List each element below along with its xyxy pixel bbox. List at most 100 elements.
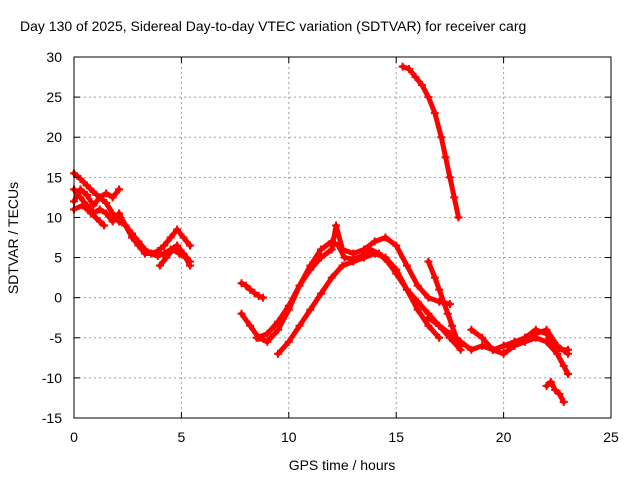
data-point — [274, 349, 283, 358]
data-point — [424, 313, 433, 322]
data-point — [89, 187, 98, 196]
data-point — [127, 233, 136, 242]
data-point — [542, 381, 551, 390]
y-axis-label: SDTVAR / TECUs — [5, 182, 21, 294]
data-point — [430, 273, 439, 282]
data-point — [450, 193, 459, 202]
data-point — [413, 281, 422, 290]
data-point — [564, 349, 573, 358]
data-point — [467, 345, 476, 354]
data-point — [153, 251, 162, 260]
y-tick-label: -5 — [50, 330, 63, 346]
data-point — [443, 309, 452, 318]
data-point — [417, 81, 426, 90]
data-point — [263, 337, 272, 346]
data-point — [246, 321, 255, 330]
data-point — [398, 62, 407, 71]
data-point — [439, 297, 448, 306]
data-point — [435, 321, 444, 330]
data-point — [521, 337, 530, 346]
data-point — [338, 245, 347, 254]
x-tick-label: 20 — [496, 429, 512, 445]
x-tick-label: 0 — [70, 429, 78, 445]
data-point — [82, 190, 91, 199]
data-point — [252, 333, 261, 342]
data-point — [411, 73, 420, 82]
data-point — [115, 185, 124, 194]
data-point — [546, 377, 555, 386]
data-point — [402, 261, 411, 270]
data-point — [405, 65, 414, 74]
data-point — [338, 261, 347, 270]
data-point — [76, 193, 85, 202]
data-point — [564, 369, 573, 378]
data-point — [437, 133, 446, 142]
series-line-arc-10 — [400, 64, 461, 220]
x-tick-label: 5 — [178, 429, 186, 445]
data-point — [284, 337, 293, 346]
data-point — [317, 289, 326, 298]
x-tick-label: 10 — [281, 429, 297, 445]
y-tick-label: 25 — [46, 89, 62, 105]
data-point — [430, 109, 439, 118]
y-tick-label: 5 — [54, 250, 62, 266]
data-point — [542, 325, 551, 334]
y-tick-label: -10 — [42, 370, 62, 386]
data-point — [553, 341, 562, 350]
data-point — [274, 325, 283, 334]
data-point — [241, 281, 250, 290]
data-point — [306, 265, 315, 274]
data-point — [317, 253, 326, 262]
data-point — [478, 333, 487, 342]
data-point — [542, 337, 551, 346]
data-point — [306, 305, 315, 314]
data-point — [555, 389, 564, 398]
data-point — [175, 249, 184, 258]
data-point — [95, 217, 104, 226]
data-point — [317, 245, 326, 254]
y-tick-label: 15 — [46, 169, 62, 185]
x-tick-label: 15 — [388, 429, 404, 445]
data-point — [499, 341, 508, 350]
data-point — [95, 205, 104, 214]
data-point — [478, 341, 487, 350]
data-point — [551, 385, 560, 394]
data-point — [424, 93, 433, 102]
data-point — [553, 349, 562, 358]
data-point — [237, 309, 246, 318]
data-point — [332, 221, 341, 230]
y-tick-label: -15 — [42, 410, 62, 426]
data-point — [246, 285, 255, 294]
data-point — [102, 209, 111, 218]
data-point — [155, 261, 164, 270]
chart-title: Day 130 of 2025, Sidereal Day-to-day VTE… — [20, 18, 526, 34]
data-point — [445, 173, 454, 182]
data-point — [115, 209, 124, 218]
data-point — [424, 257, 433, 266]
data-point — [95, 193, 104, 202]
data-point — [237, 279, 246, 288]
data-point — [435, 285, 444, 294]
data-point — [166, 233, 175, 242]
data-point — [392, 241, 401, 250]
data-point — [424, 293, 433, 302]
data-point — [160, 241, 169, 250]
data-point — [327, 245, 336, 254]
data-point — [456, 337, 465, 346]
data-point — [467, 325, 476, 334]
data-point — [349, 249, 358, 258]
data-point — [181, 253, 190, 262]
data-point — [168, 245, 177, 254]
data-point — [263, 329, 272, 338]
series-line-arc-8 — [254, 223, 453, 341]
data-point — [441, 153, 450, 162]
data-point — [82, 181, 91, 190]
y-tick-label: 30 — [46, 49, 62, 65]
data-point — [78, 201, 87, 210]
data-point — [559, 397, 568, 406]
data-point — [108, 193, 117, 202]
data-point — [250, 288, 259, 297]
gridlines — [74, 57, 611, 418]
data-point — [173, 225, 182, 234]
